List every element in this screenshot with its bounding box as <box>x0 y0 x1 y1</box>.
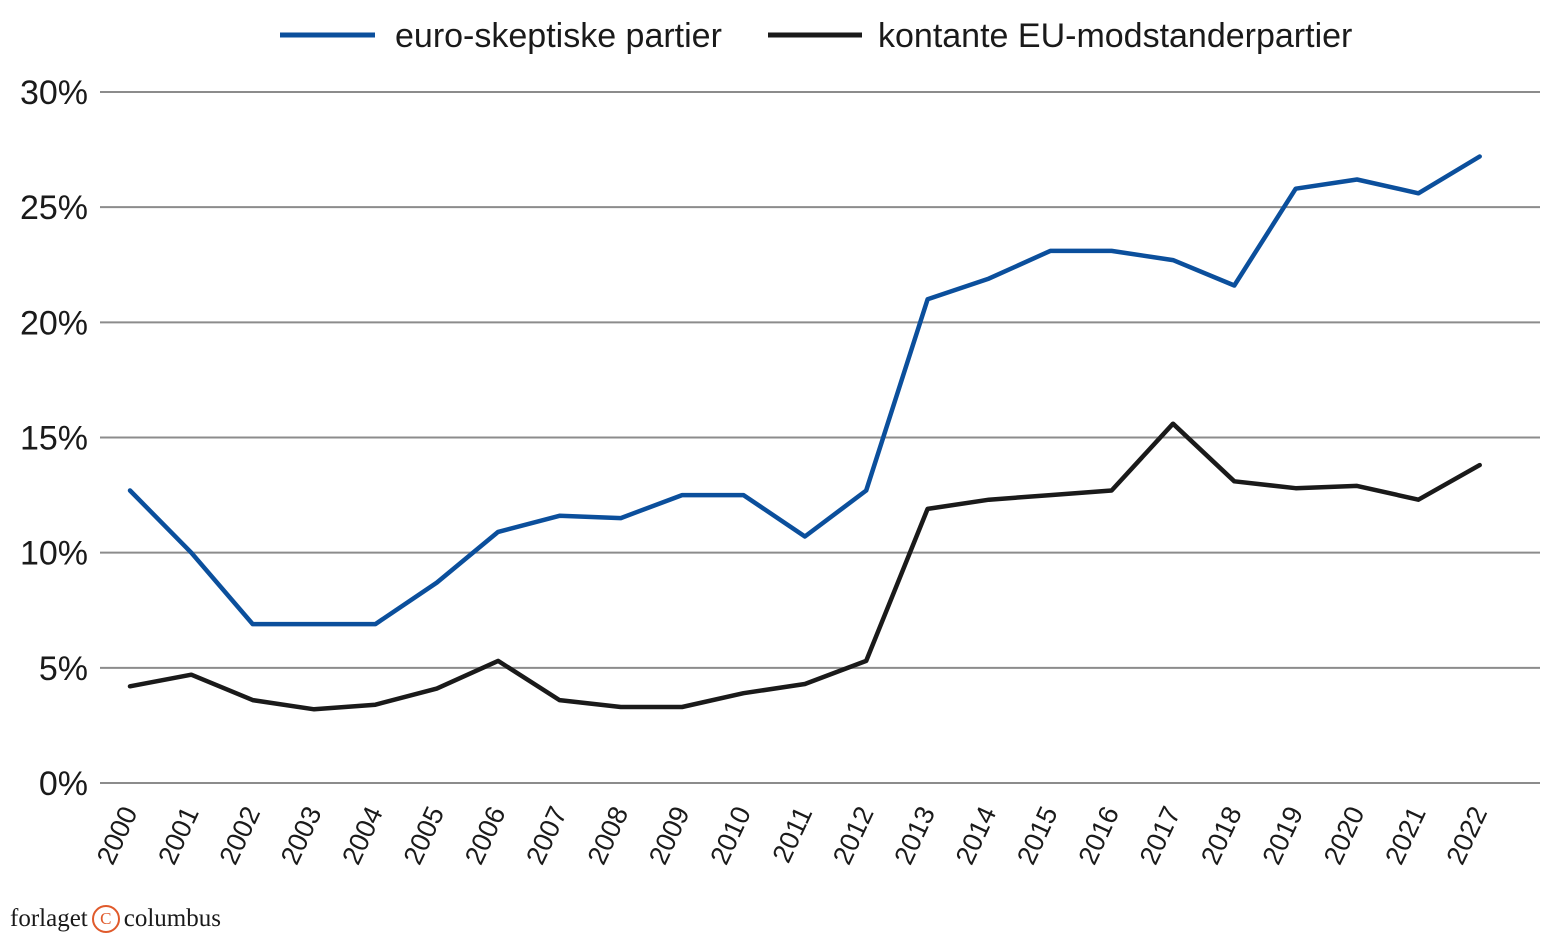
series-line-2 <box>127 421 1482 712</box>
x-tick-label-2015: 2015 <box>1011 802 1064 869</box>
x-tick-label-2010: 2010 <box>704 802 757 869</box>
x-tick-label-2012: 2012 <box>827 802 880 869</box>
series-line-1 <box>127 154 1482 627</box>
x-tick-label-2019: 2019 <box>1257 802 1310 869</box>
x-tick-label-2009: 2009 <box>643 802 696 869</box>
x-tick-label-2006: 2006 <box>459 802 512 869</box>
x-tick-label-2008: 2008 <box>582 802 635 869</box>
copyright-circle-icon: C <box>91 905 120 933</box>
x-tick-label-2017: 2017 <box>1134 802 1187 869</box>
chart-series <box>127 154 1482 712</box>
y-tick-label-10: 10% <box>20 535 88 573</box>
x-tick-label-2002: 2002 <box>214 802 267 869</box>
y-tick-label-20: 20% <box>20 304 88 342</box>
y-tick-label-5: 5% <box>39 650 88 688</box>
y-axis-tick-labels: 0% 5% 10% 15% 20% 25% 30% <box>20 74 88 803</box>
x-tick-label-2018: 2018 <box>1195 802 1248 869</box>
x-tick-label-2007: 2007 <box>520 802 573 869</box>
x-tick-label-2021: 2021 <box>1379 802 1432 869</box>
y-tick-label-0: 0% <box>39 765 88 803</box>
chart-legend: euro-skeptiske partier kontante EU-modsta… <box>280 17 1352 55</box>
x-tick-label-2014: 2014 <box>950 802 1003 869</box>
y-tick-label-15: 15% <box>20 420 88 458</box>
y-tick-label-25: 25% <box>20 189 88 227</box>
x-tick-label-2016: 2016 <box>1072 802 1125 869</box>
x-tick-label-2004: 2004 <box>336 802 389 869</box>
x-tick-label-2022: 2022 <box>1441 802 1494 869</box>
x-tick-label-2003: 2003 <box>275 802 328 869</box>
publisher-name-left: forlaget <box>10 905 88 932</box>
legend-label-1: euro-skeptiske partier <box>395 17 722 55</box>
x-tick-label-2000: 2000 <box>91 802 144 869</box>
x-tick-label-2020: 2020 <box>1318 802 1371 869</box>
x-tick-label-2001: 2001 <box>152 802 205 869</box>
x-axis-tick-labels: 2000 2001 2002 2003 2004 2005 2006 2007 2008 2009… <box>91 802 1493 869</box>
x-tick-label-2013: 2013 <box>888 802 941 869</box>
publisher-logo: forlaget C columbus <box>10 905 221 933</box>
legend-label-2: kontante EU-modstanderpartier <box>878 17 1352 55</box>
y-tick-label-30: 30% <box>20 74 88 112</box>
x-tick-label-2005: 2005 <box>398 802 451 869</box>
chart-gridlines <box>100 91 1540 784</box>
x-tick-label-2011: 2011 <box>767 802 819 867</box>
publisher-name-right: columbus <box>123 905 221 932</box>
